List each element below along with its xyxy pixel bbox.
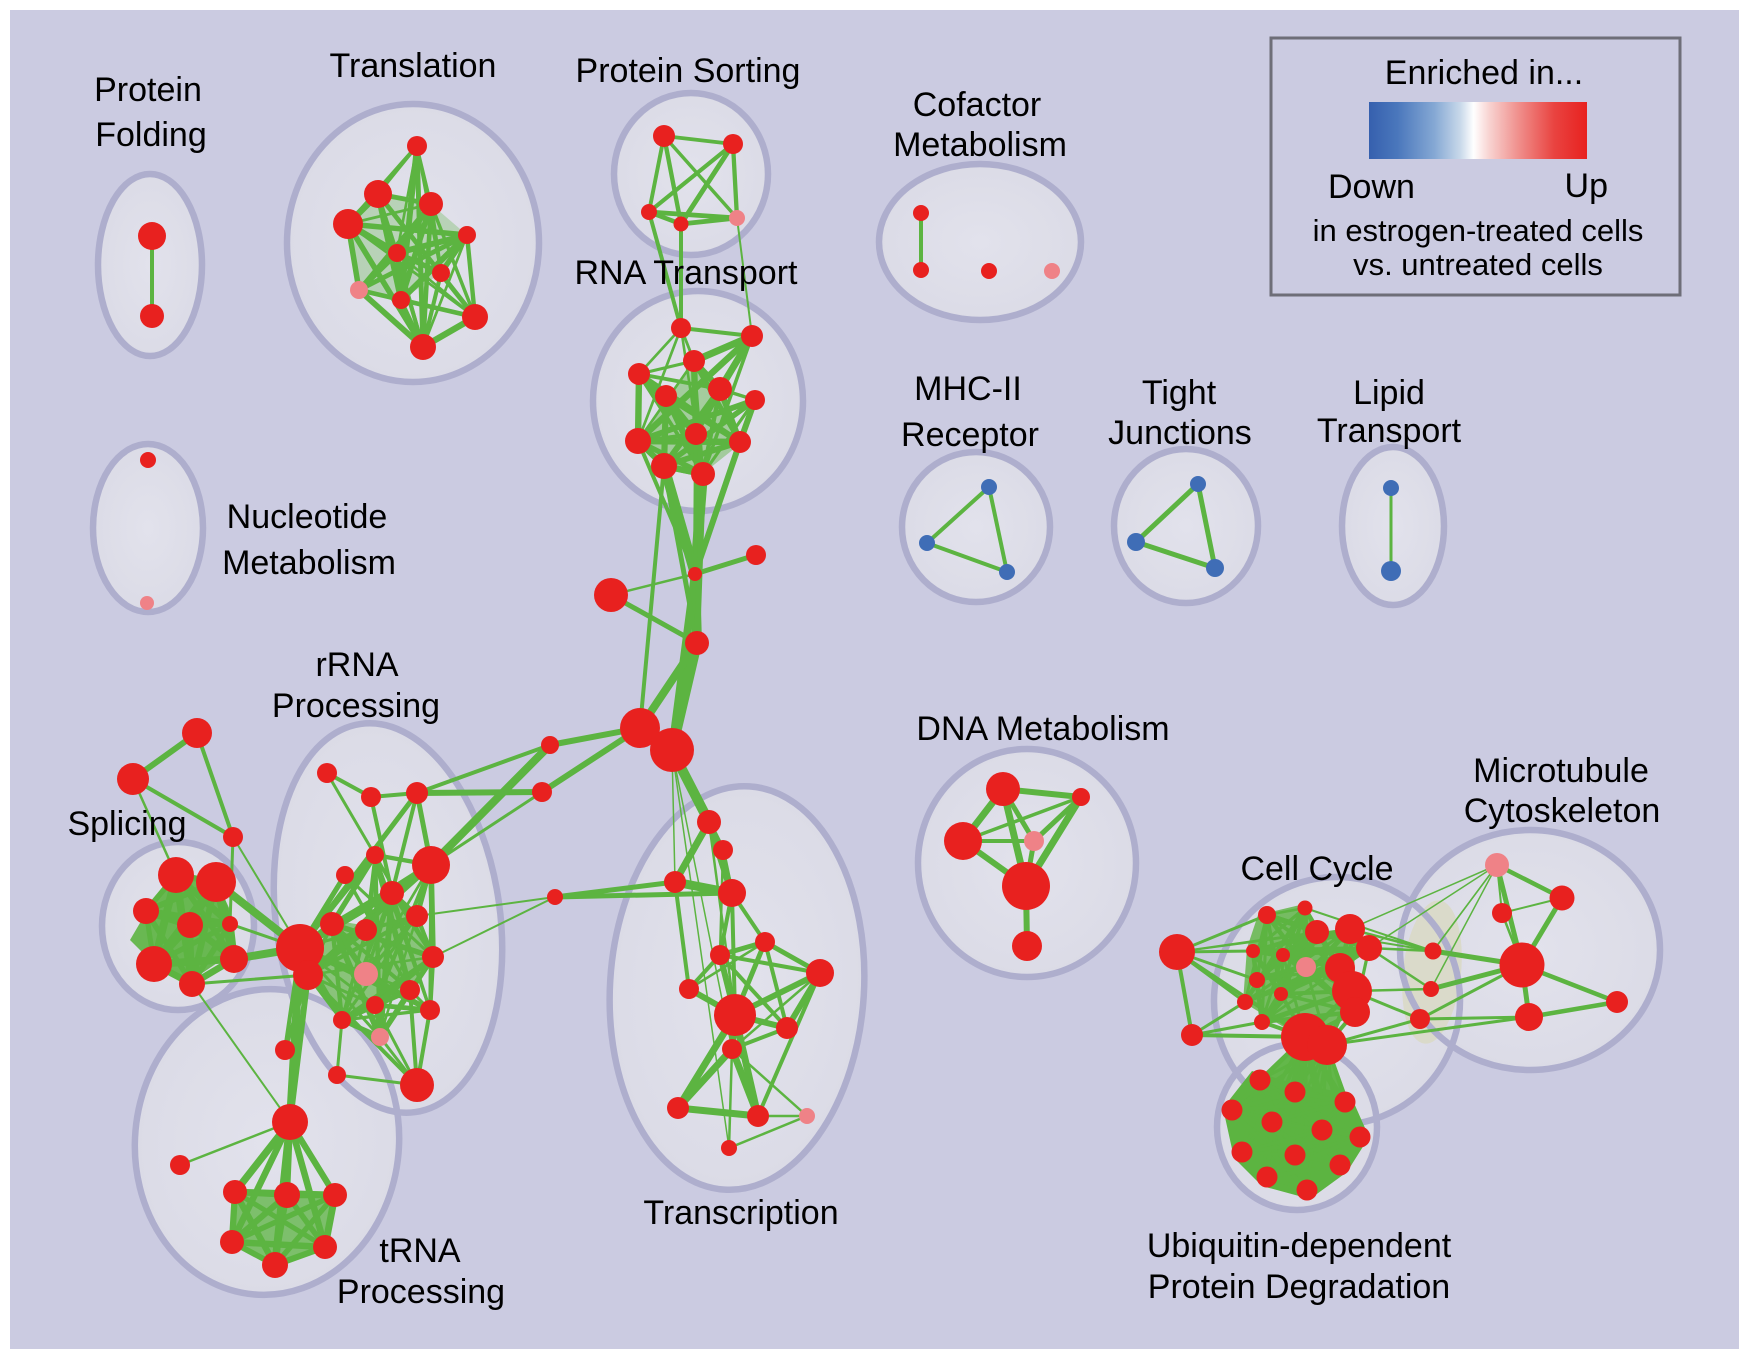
svg-text:Folding: Folding: [95, 116, 207, 154]
svg-text:Cytoskeleton: Cytoskeleton: [1464, 792, 1661, 830]
svg-text:Receptor: Receptor: [901, 416, 1039, 454]
svg-text:Microtubule: Microtubule: [1473, 752, 1649, 790]
svg-text:Lipid: Lipid: [1353, 374, 1425, 412]
svg-text:rRNA: rRNA: [315, 646, 398, 684]
svg-text:Up: Up: [1565, 167, 1608, 205]
svg-text:RNA Transport: RNA Transport: [575, 254, 799, 292]
svg-text:Cell Cycle: Cell Cycle: [1240, 850, 1393, 888]
svg-text:Transcription: Transcription: [643, 1194, 838, 1232]
svg-text:Processing: Processing: [337, 1273, 505, 1311]
svg-text:tRNA: tRNA: [379, 1232, 461, 1270]
svg-text:Enriched in...: Enriched in...: [1385, 54, 1583, 92]
svg-text:Nucleotide: Nucleotide: [227, 498, 388, 536]
svg-text:vs. untreated cells: vs. untreated cells: [1353, 247, 1603, 282]
svg-text:Junctions: Junctions: [1108, 414, 1252, 452]
svg-text:Cofactor: Cofactor: [913, 86, 1042, 124]
svg-text:Tight: Tight: [1142, 374, 1217, 412]
svg-text:Metabolism: Metabolism: [222, 544, 396, 582]
svg-text:Protein Degradation: Protein Degradation: [1148, 1268, 1450, 1306]
svg-text:Translation: Translation: [330, 47, 497, 85]
svg-text:Protein Sorting: Protein Sorting: [576, 52, 801, 90]
svg-text:Ubiquitin-dependent: Ubiquitin-dependent: [1147, 1227, 1452, 1265]
svg-text:Metabolism: Metabolism: [893, 126, 1067, 164]
svg-text:MHC-II: MHC-II: [914, 370, 1022, 408]
svg-text:Processing: Processing: [272, 687, 440, 725]
svg-text:Transport: Transport: [1317, 412, 1462, 450]
svg-text:Down: Down: [1328, 168, 1415, 206]
svg-text:Splicing: Splicing: [67, 805, 186, 843]
svg-text:Protein: Protein: [94, 71, 202, 109]
svg-text:in estrogen-treated cells: in estrogen-treated cells: [1313, 213, 1644, 248]
svg-text:DNA Metabolism: DNA Metabolism: [916, 710, 1169, 748]
